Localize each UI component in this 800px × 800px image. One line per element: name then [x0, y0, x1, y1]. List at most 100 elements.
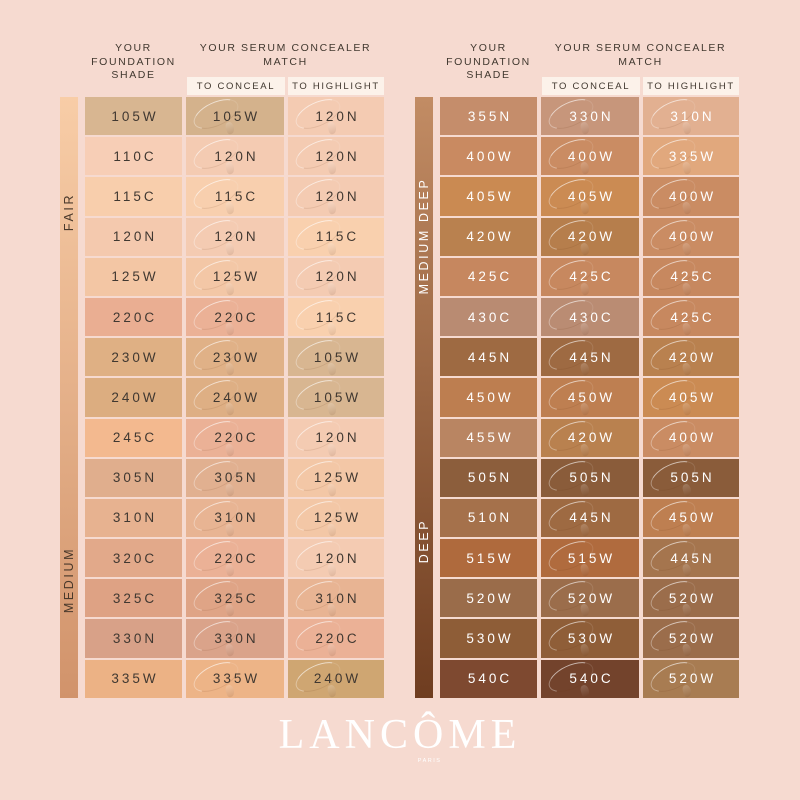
shade-label: 120N [214, 148, 259, 164]
conceal-match-cell: 330N [541, 97, 639, 136]
shade-label: 355N [467, 108, 513, 124]
highlight-match-cell: 120N [288, 539, 384, 578]
conceal-match-cell: 330N [186, 619, 284, 658]
shade-label: 105W [111, 108, 159, 124]
shade-label: 520W [668, 590, 717, 606]
shade-label: 400W [668, 430, 717, 446]
foundation-shade-cell: 520W [440, 579, 537, 618]
shade-label: 450W [567, 389, 616, 405]
shade-label: 445N [467, 349, 513, 365]
foundation-shade-cell: 405W [440, 177, 537, 216]
conceal-match-cell: 310N [186, 498, 284, 538]
highlight-match-cell: 505N [643, 458, 739, 497]
conceal-match-cell: 520W [541, 579, 639, 618]
logo-text-right: ME [448, 712, 522, 758]
foundation-shade-cell: 330N [85, 619, 182, 658]
shade-label: 520W [466, 590, 514, 606]
shade-label: 405W [466, 188, 514, 204]
shade-label: 515W [466, 550, 514, 566]
shade-label: 125W [313, 510, 362, 526]
conceal-match-cell: 305N [186, 458, 284, 497]
shade-label: 125W [313, 470, 362, 486]
shade-label: 310N [112, 510, 158, 526]
conceal-match-cell: 420W [541, 217, 639, 256]
highlight-match-cell: 450W [643, 498, 739, 538]
foundation-shade-cell: 220C [85, 297, 182, 337]
highlight-match-cell: 520W [643, 659, 739, 698]
foundation-shade-cell: 335W [85, 659, 182, 698]
shade-label: 420W [567, 430, 616, 446]
shade-label: 430C [569, 309, 614, 325]
highlight-match-cell: 310N [643, 97, 739, 136]
conceal-match-cell: 530W [541, 619, 639, 658]
shade-label: 325C [112, 590, 158, 606]
shade-label: 120N [315, 269, 360, 285]
shade-grid: 355N 330N 310N 400W 400W 335W 405W 405W 400W 420W… [440, 97, 739, 698]
medium-deep-deep-table: YOUR FOUNDATION SHADE YOUR SERUM CONCEAL… [415, 35, 739, 700]
highlight-match-cell: 310N [288, 579, 384, 618]
shade-grid: 105W 105W 120N 110C 120N 120N 115C 115C 120N 120N… [85, 97, 384, 698]
shade-label: 445N [569, 510, 614, 526]
skin-tone-strip: FAIR MEDIUM [60, 97, 78, 698]
shade-label: 220C [214, 309, 259, 325]
shade-label: 405W [668, 389, 717, 405]
shade-label: 425C [467, 269, 513, 285]
foundation-shade-cell: 540C [440, 659, 537, 698]
shade-label: 455W [466, 430, 514, 446]
conceal-match-cell: 105W [186, 97, 284, 136]
shade-label: 425C [670, 269, 715, 285]
highlight-match-cell: 120N [288, 97, 384, 136]
conceal-match-cell: 325C [186, 579, 284, 618]
shade-label: 115C [315, 229, 360, 245]
shade-label: 330N [569, 108, 614, 124]
foundation-shade-cell: 430C [440, 297, 537, 337]
shade-label: 120N [315, 430, 360, 446]
shade-label: 115C [315, 309, 360, 325]
highlight-match-cell: 105W [288, 378, 384, 417]
highlight-match-cell: 335W [643, 137, 739, 176]
foundation-shade-cell: 505N [440, 458, 537, 497]
shade-label: 220C [112, 309, 158, 325]
concealer-match-header: YOUR SERUM CONCEALER MATCH [199, 42, 372, 68]
shade-label: 105W [313, 389, 362, 405]
logo-paris-text: PARIS [417, 758, 442, 764]
shade-label: 450W [466, 389, 514, 405]
tone-category-label-fair: FAIR [62, 192, 76, 232]
shade-label: 240W [212, 389, 261, 405]
foundation-shade-cell: 400W [440, 137, 537, 176]
highlight-match-cell: 105W [288, 338, 384, 377]
highlight-match-cell: 445N [643, 539, 739, 578]
shade-label: 125W [212, 269, 261, 285]
highlight-match-cell: 425C [643, 297, 739, 337]
highlight-match-cell: 120N [288, 177, 384, 216]
foundation-shade-cell: 230W [85, 338, 182, 377]
conceal-match-cell: 220C [186, 539, 284, 578]
foundation-shade-header: YOUR FOUNDATION SHADE [91, 42, 176, 81]
shade-label: 115C [113, 188, 157, 204]
shade-label: 420W [668, 349, 717, 365]
concealer-match-header: YOUR SERUM CONCEALER MATCH [554, 42, 727, 68]
shade-label: 540C [569, 671, 614, 687]
shade-label: 305N [214, 470, 259, 486]
highlight-match-cell: 400W [643, 418, 739, 457]
shade-label: 310N [214, 510, 259, 526]
foundation-shade-cell: 515W [440, 539, 537, 578]
highlight-match-cell: 240W [288, 659, 384, 698]
shade-label: 310N [670, 108, 715, 124]
shade-label: 220C [214, 430, 259, 446]
shade-label: 120N [315, 550, 360, 566]
shade-label: 325C [214, 590, 259, 606]
conceal-match-cell: 430C [541, 297, 639, 337]
shade-label: 115C [214, 188, 259, 204]
foundation-shade-cell: 305N [85, 458, 182, 497]
shade-label: 445N [569, 349, 614, 365]
shade-label: 510N [467, 510, 513, 526]
conceal-match-cell: 420W [541, 418, 639, 457]
conceal-match-cell: 120N [186, 137, 284, 176]
foundation-shade-cell: 105W [85, 97, 182, 136]
shade-label: 520W [567, 590, 616, 606]
shade-label: 430C [467, 309, 513, 325]
tone-category-label-medium: MEDIUM [62, 546, 76, 614]
conceal-match-cell: 445N [541, 338, 639, 377]
highlight-match-cell: 425C [643, 257, 739, 296]
